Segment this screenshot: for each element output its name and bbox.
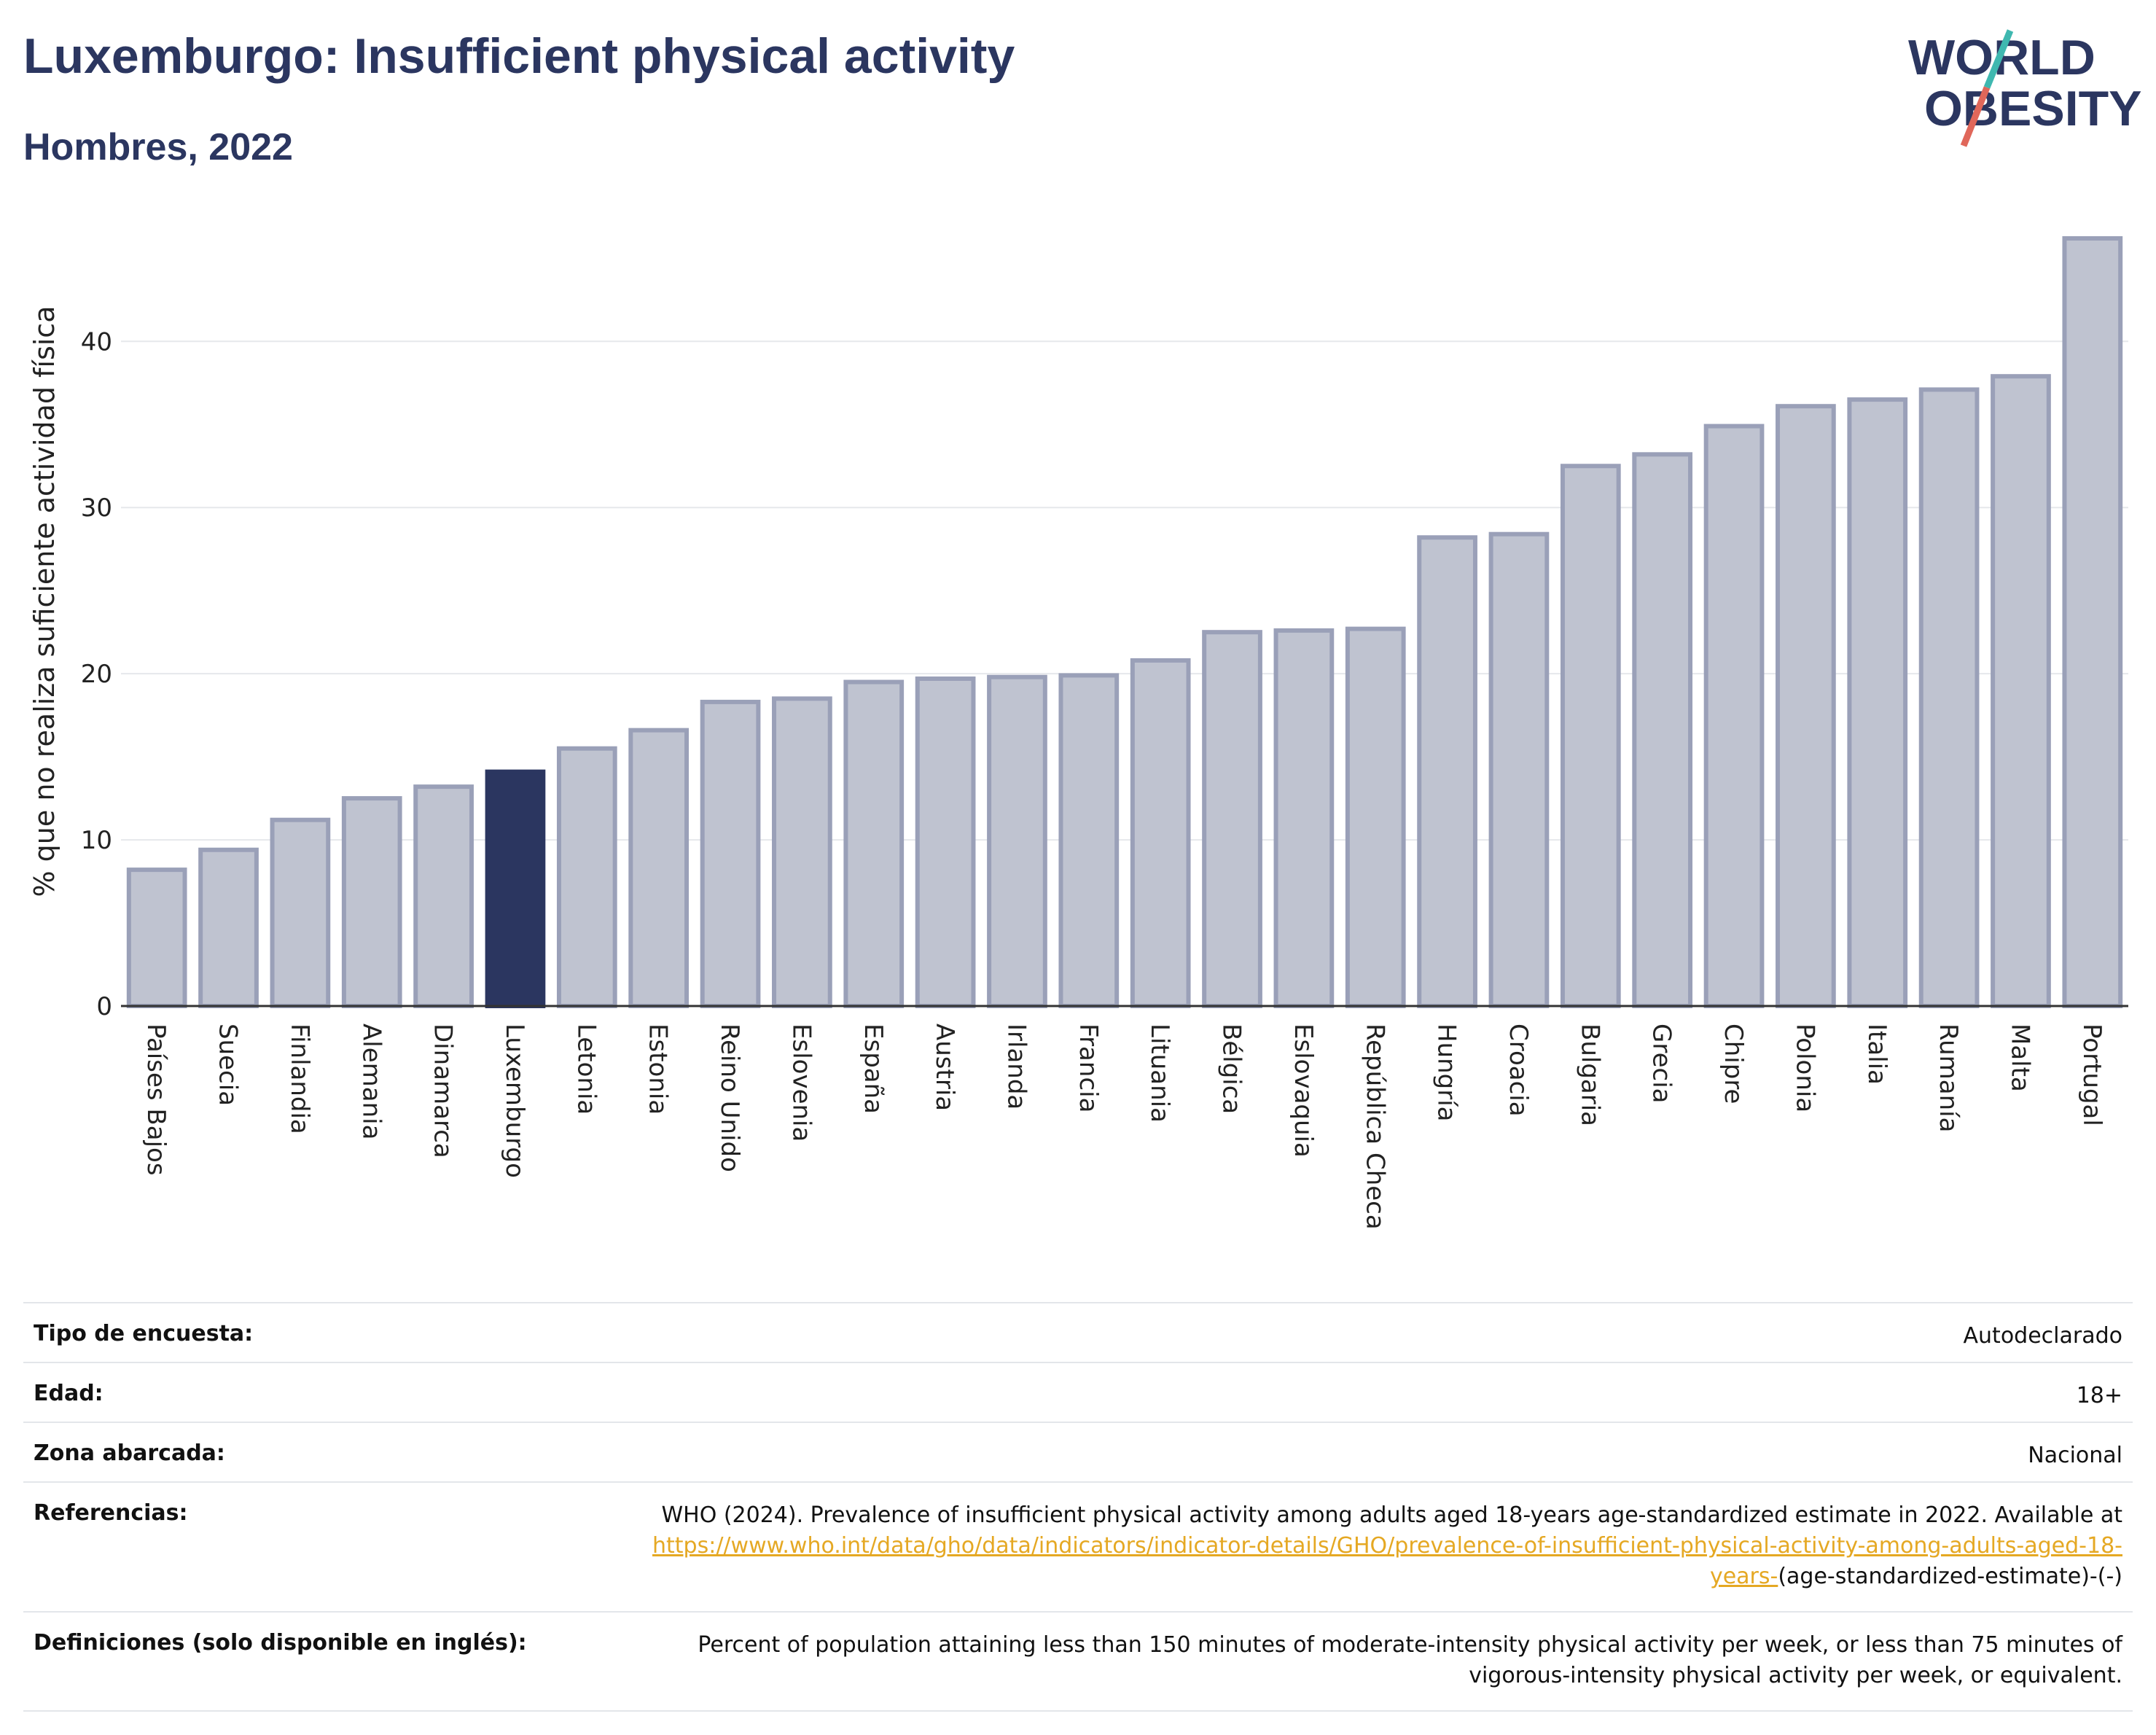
- x-category-label: Portugal: [2077, 1024, 2106, 1126]
- world-obesity-logo: WORLD OBESITY: [1908, 29, 2142, 147]
- definitions-label: Definiciones (solo disponible en inglés)…: [34, 1630, 527, 1656]
- y-tick-label: 10: [81, 826, 112, 855]
- x-category-label: Eslovenia: [786, 1024, 816, 1142]
- bar: [1345, 626, 1406, 1008]
- x-category-label: Grecia: [1647, 1024, 1676, 1103]
- x-category-label: Malta: [2005, 1024, 2034, 1092]
- y-tick-label: 40: [81, 327, 112, 356]
- chart-subtitle: Hombres, 2022: [23, 126, 293, 168]
- info-row-area: Zona abarcada: Nacional: [23, 1422, 2133, 1482]
- area-value: Nacional: [2028, 1443, 2122, 1468]
- x-category-label: Letonia: [571, 1024, 601, 1115]
- x-category-label: Hungría: [1432, 1024, 1461, 1122]
- y-tick-label: 0: [96, 992, 112, 1021]
- survey-type-value: Autodeclarado: [1963, 1323, 2122, 1349]
- bar-chart: 0 10 20 30 40 Países Bajos Suecia Finlandia Ale…: [28, 236, 2128, 1230]
- bar: [772, 696, 832, 1009]
- bar: [1130, 658, 1191, 1008]
- x-category-labels: Países Bajos Suecia Finlandia Alemania Dinam…: [141, 1024, 2106, 1230]
- logo-line2: OBESITY: [1924, 81, 2142, 136]
- bars: [126, 236, 2123, 1009]
- chart-title: Luxemburgo: Insufficient physical activi…: [23, 28, 1015, 84]
- x-category-label: Alemania: [356, 1024, 386, 1139]
- bar-highlight: [485, 769, 546, 1008]
- bar: [198, 847, 259, 1009]
- bar: [1488, 531, 1550, 1008]
- bar: [2062, 236, 2123, 1008]
- y-axis-title: % que no realiza suficiente actividad fí…: [28, 306, 60, 897]
- bar: [413, 784, 474, 1008]
- x-category-label: Finlandia: [285, 1024, 314, 1134]
- y-tick-label: 30: [81, 494, 112, 523]
- bar: [1058, 673, 1120, 1008]
- x-category-label: República Checa: [1360, 1024, 1389, 1230]
- bar: [126, 868, 187, 1008]
- logo-slash-teal: [1983, 29, 2014, 89]
- bar: [556, 746, 617, 1009]
- x-category-label: Estonia: [644, 1024, 673, 1115]
- x-category-label: Rumanía: [1934, 1024, 1963, 1132]
- references-suffix: (age-standardized-estimate)-(-): [1778, 1564, 2122, 1589]
- bar: [1560, 464, 1621, 1008]
- survey-type-label: Tipo de encuesta:: [34, 1321, 254, 1346]
- bar: [270, 817, 331, 1009]
- bar: [628, 728, 690, 1008]
- info-row-definitions: Definiciones (solo disponible en inglés)…: [23, 1612, 2133, 1711]
- bar: [341, 796, 402, 1008]
- x-category-label: Croacia: [1504, 1024, 1533, 1117]
- x-category-label: Irlanda: [1001, 1024, 1031, 1110]
- info-row-references: Referencias: WHO (2024). Prevalence of i…: [23, 1482, 2133, 1612]
- bar: [700, 699, 761, 1008]
- bar: [1632, 452, 1693, 1008]
- bar: [1991, 374, 2051, 1008]
- logo-slash-coral: [1960, 86, 1991, 147]
- x-category-label: Luxemburgo: [500, 1024, 529, 1178]
- references-value: WHO (2024). Prevalence of insufficient p…: [583, 1482, 2133, 1612]
- x-category-label: España: [859, 1024, 888, 1114]
- definitions-value: Percent of population attaining less tha…: [698, 1632, 2122, 1688]
- age-label: Edad:: [34, 1381, 103, 1406]
- x-category-label: Reino Unido: [715, 1024, 744, 1172]
- bar: [1417, 535, 1477, 1008]
- references-label: Referencias:: [34, 1500, 188, 1526]
- x-category-label: Lituania: [1145, 1024, 1174, 1123]
- bar: [1776, 404, 1836, 1008]
- x-category-label: Bélgica: [1217, 1024, 1246, 1114]
- bar: [1202, 630, 1262, 1008]
- x-category-label: Bulgaria: [1575, 1024, 1604, 1126]
- bar: [843, 679, 905, 1008]
- references-text: WHO (2024). Prevalence of insufficient p…: [661, 1502, 2122, 1528]
- x-category-label: Dinamarca: [429, 1024, 458, 1158]
- x-category-label: Polonia: [1790, 1024, 1819, 1112]
- bar: [987, 674, 1047, 1008]
- area-label: Zona abarcada:: [34, 1440, 225, 1466]
- references-link[interactable]: https://www.who.int/data/gho/data/indica…: [652, 1533, 2122, 1589]
- info-table: Tipo de encuesta: Autodeclarado Edad: 18…: [23, 1302, 2133, 1712]
- x-category-label: Suecia: [214, 1024, 243, 1106]
- bar: [1703, 424, 1765, 1008]
- age-value: 18+: [2076, 1383, 2122, 1408]
- y-tick-label: 20: [81, 660, 112, 689]
- bar: [1847, 397, 1908, 1008]
- x-category-label: Chipre: [1719, 1024, 1748, 1104]
- y-tick-labels: 0 10 20 30 40: [81, 327, 112, 1021]
- info-row-age: Edad: 18+: [23, 1362, 2133, 1422]
- x-category-label: Francia: [1074, 1024, 1103, 1112]
- bar: [1273, 628, 1335, 1008]
- bar: [1918, 387, 1980, 1008]
- x-category-label: Italia: [1862, 1024, 1891, 1085]
- info-row-survey: Tipo de encuesta: Autodeclarado: [23, 1303, 2133, 1362]
- bar: [915, 676, 976, 1009]
- x-category-label: Países Bajos: [141, 1024, 171, 1176]
- x-category-label: Eslovaquia: [1289, 1024, 1318, 1158]
- x-category-label: Austria: [930, 1024, 959, 1111]
